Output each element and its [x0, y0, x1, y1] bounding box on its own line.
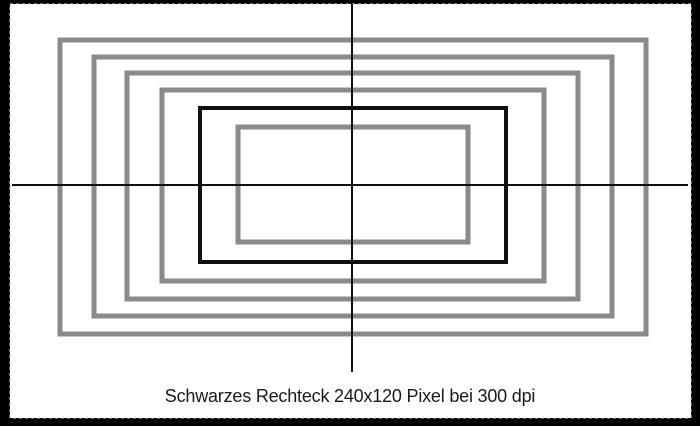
diagram-caption: Schwarzes Rechteck 240x120 Pixel bei 300…	[0, 386, 700, 407]
white-sheet	[10, 4, 691, 418]
